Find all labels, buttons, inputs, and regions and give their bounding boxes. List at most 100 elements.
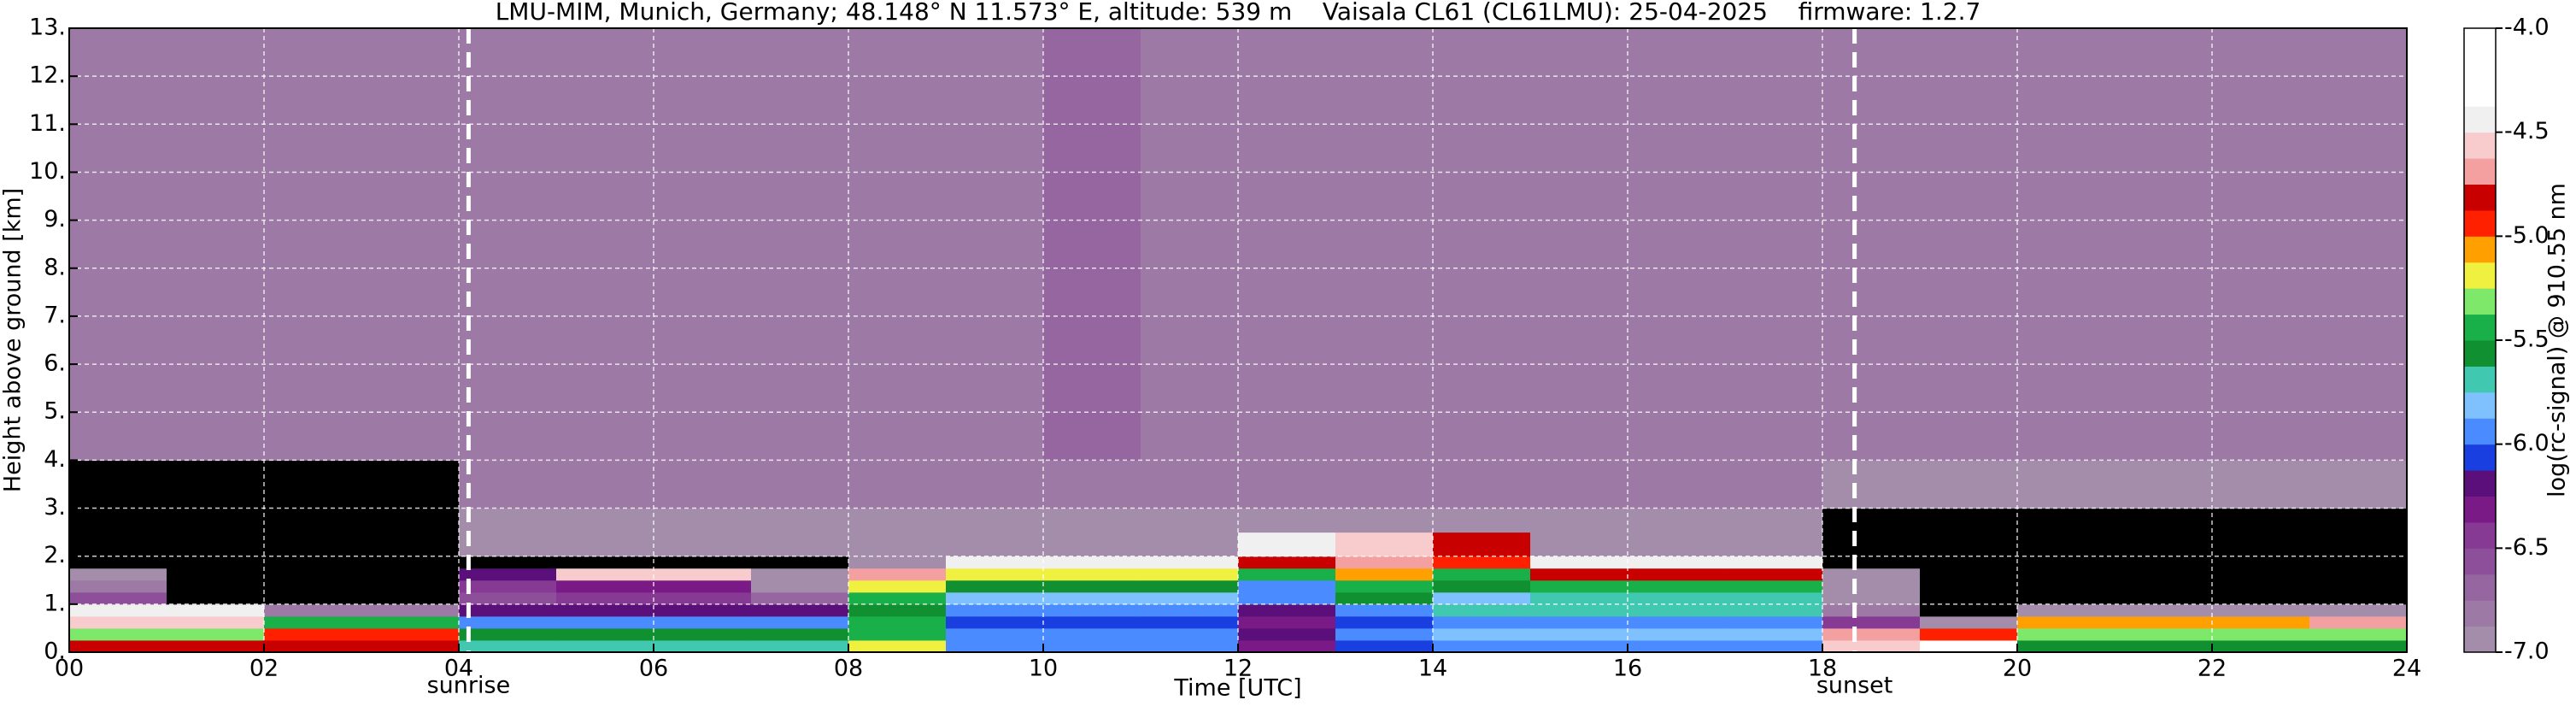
heatmap-cell — [361, 460, 460, 509]
heatmap-cell — [946, 603, 1044, 617]
colorbar-label: log(rc-signal) @ 910.55 nm — [2544, 183, 2571, 497]
heatmap-cell — [2212, 580, 2310, 593]
heatmap-cell — [556, 580, 654, 593]
x-tick-label: 16 — [1613, 656, 1642, 682]
heatmap-cell — [2309, 28, 2408, 461]
heatmap-cell — [1238, 568, 1336, 581]
heatmap-cell — [1238, 28, 1336, 461]
colorbar-band — [2464, 132, 2496, 159]
heatmap-cell — [1530, 627, 1628, 641]
annotation-label: sunrise — [427, 673, 511, 699]
heatmap-cell — [751, 580, 849, 593]
colorbar-band — [2464, 548, 2496, 575]
heatmap-cell — [751, 591, 849, 605]
heatmap-cell — [361, 615, 460, 629]
y-tick-label: 2. — [44, 542, 66, 568]
heatmap-cell — [361, 591, 460, 605]
heatmap-cell — [848, 532, 947, 557]
heatmap-cell — [1530, 615, 1628, 629]
heatmap-cell — [264, 591, 362, 605]
heatmap-cell — [2115, 580, 2213, 593]
heatmap-cell — [459, 28, 557, 461]
heatmap-cell — [1141, 556, 1239, 569]
heatmap-cell — [848, 460, 947, 509]
colorbar-band — [2464, 28, 2496, 55]
heatmap-cell — [264, 508, 362, 533]
heatmap-cell — [1043, 460, 1141, 509]
colorbar-tick-label: -7.0 — [2504, 638, 2550, 665]
heatmap-cell — [946, 556, 1044, 569]
heatmap-cell — [1043, 556, 1141, 569]
heatmap-cell — [1725, 460, 1823, 509]
heatmap-cell — [167, 580, 265, 593]
heatmap-cell — [946, 627, 1044, 641]
heatmap-cell — [946, 28, 1044, 461]
heatmap-cell — [264, 568, 362, 581]
heatmap-cell — [69, 580, 167, 593]
heatmap-cell — [654, 639, 752, 653]
heatmap-cell — [459, 591, 557, 605]
heatmap-cell — [848, 627, 947, 641]
heatmap-cell — [751, 28, 849, 461]
heatmap-cell — [1141, 532, 1239, 557]
heatmap-cell — [1335, 627, 1434, 641]
heatmap-cell — [751, 460, 849, 509]
heatmap-cell — [751, 508, 849, 533]
heatmap-cell — [1530, 28, 1628, 461]
heatmap-cell — [1628, 627, 1726, 641]
heatmap-cell — [2017, 580, 2115, 593]
heatmap-cell — [556, 556, 654, 569]
colorbar-band — [2464, 288, 2496, 315]
heatmap-cell — [459, 615, 557, 629]
heatmap-cell — [264, 28, 362, 461]
heatmap-cell — [2115, 460, 2213, 509]
heatmap-cell — [361, 603, 460, 617]
y-tick-label: 7. — [44, 302, 66, 328]
colorbar-tick-label: -6.0 — [2504, 430, 2550, 456]
heatmap-cell — [1822, 627, 1921, 641]
heatmap-cell — [69, 639, 167, 653]
heatmap-cell — [1335, 639, 1434, 653]
heatmap-cell — [1433, 591, 1531, 605]
heatmap-cell — [1335, 580, 1434, 593]
heatmap-cell — [1822, 508, 1921, 533]
heatmap-cell — [1238, 460, 1336, 509]
x-tick-label: 18 — [1808, 656, 1837, 682]
heatmap-cell — [751, 627, 849, 641]
heatmap-cell — [1433, 639, 1531, 653]
heatmap-cell — [556, 568, 654, 581]
colorbar-tick-label: -5.5 — [2504, 327, 2550, 353]
heatmap-cell — [946, 460, 1044, 509]
heatmap-cell — [167, 568, 265, 581]
y-axis-label: Height above ground [km] — [0, 188, 26, 492]
y-tick-label: 0. — [44, 638, 66, 665]
heatmap-cell — [848, 615, 947, 629]
heatmap-cell — [1920, 591, 2018, 605]
colorbar-tick-label: -4.0 — [2504, 15, 2550, 41]
heatmap-cell — [1725, 591, 1823, 605]
heatmap-cell — [1725, 615, 1823, 629]
heatmap-cell — [654, 556, 752, 569]
x-tick-label: 04 — [444, 656, 473, 682]
heatmap-cell — [361, 580, 460, 593]
heatmap-cell — [1335, 508, 1434, 533]
y-tick-label: 3. — [44, 494, 66, 521]
heatmap-cell — [1920, 508, 2018, 533]
heatmap-cell — [361, 508, 460, 533]
heatmap-cell — [1043, 508, 1141, 533]
heatmap-cell — [167, 627, 265, 641]
colorbar-band — [2464, 262, 2496, 289]
colorbar-tick-label: -4.5 — [2504, 118, 2550, 144]
heatmap-cell — [2115, 627, 2213, 641]
heatmap-cell — [1433, 460, 1531, 509]
heatmap-cell — [167, 603, 265, 617]
heatmap-cell — [2115, 615, 2213, 629]
heatmap-cell — [167, 28, 265, 461]
heatmap-cell — [654, 568, 752, 581]
heatmap-cell — [2212, 508, 2310, 533]
heatmap-cell — [1335, 591, 1434, 605]
colorbar-band — [2464, 366, 2496, 393]
heatmap-cell — [1628, 580, 1726, 593]
heatmap-cell — [1238, 508, 1336, 533]
heatmap-cell — [946, 591, 1044, 605]
